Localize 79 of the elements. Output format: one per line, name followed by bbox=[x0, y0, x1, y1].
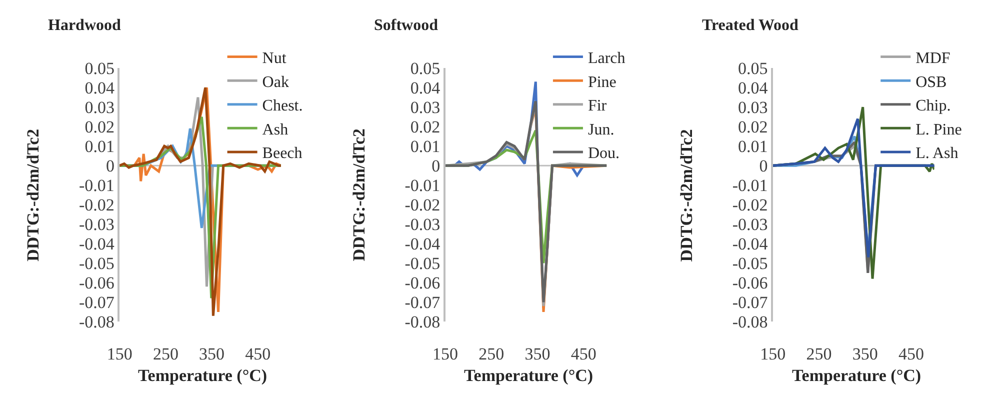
legend-label: Oak bbox=[262, 74, 289, 91]
legend-label: Ash bbox=[262, 121, 288, 138]
y-tick-label: 0.04 bbox=[84, 78, 115, 98]
y-tick-label: -0.01 bbox=[404, 176, 440, 196]
y-tick-label: -0.07 bbox=[79, 293, 115, 312]
y-tick-label: 0.04 bbox=[738, 78, 768, 98]
y-tick-label: -0.02 bbox=[79, 196, 114, 215]
y-tick-label: -0.05 bbox=[404, 254, 440, 274]
legend-label: L. Ash bbox=[916, 145, 958, 162]
x-axis-title: Temperature (°C) bbox=[464, 366, 594, 385]
y-tick-label: -0.07 bbox=[732, 293, 768, 312]
chart-title: Softwood bbox=[374, 17, 438, 34]
legend-label: Chest. bbox=[262, 98, 303, 115]
y-tick-label: -0.04 bbox=[404, 234, 441, 254]
y-tick-label: -0.03 bbox=[404, 215, 440, 234]
legend-label: OSB bbox=[916, 74, 947, 91]
legend-label: MDF bbox=[916, 50, 950, 68]
y-tick-label: -0.06 bbox=[79, 274, 114, 293]
legend-label: Fir bbox=[588, 98, 608, 115]
y-tick-label: 0.02 bbox=[410, 118, 440, 137]
y-tick-label: 0 bbox=[106, 156, 114, 176]
x-axis-title: Temperature (°C) bbox=[792, 366, 922, 385]
y-tick-label: 0.02 bbox=[738, 118, 768, 137]
legend-label: Larch bbox=[588, 50, 626, 68]
y-tick-label: -0.02 bbox=[404, 196, 440, 215]
x-tick-label: 350 bbox=[199, 344, 225, 364]
y-tick-label: 0.01 bbox=[84, 137, 114, 156]
y-tick-label: 0.03 bbox=[410, 98, 440, 118]
y-tick-label: -0.04 bbox=[79, 234, 115, 254]
x-tick-label: 350 bbox=[524, 344, 550, 364]
y-axis-title: DDTG:-d2m/dTc2 bbox=[349, 128, 368, 262]
y-tick-label: 0.01 bbox=[738, 137, 768, 156]
x-axis-title: Temperature (°C) bbox=[138, 366, 268, 385]
legend-label: Beech bbox=[262, 145, 302, 162]
chart-title: Treated Wood bbox=[702, 17, 799, 34]
y-tick-label: 0.04 bbox=[410, 78, 441, 98]
y-tick-label: 0.01 bbox=[410, 137, 440, 156]
x-tick-label: 150 bbox=[106, 344, 132, 364]
x-tick-label: 250 bbox=[152, 344, 178, 364]
y-tick-label: 0.05 bbox=[410, 59, 440, 78]
legend-label: Chip. bbox=[916, 98, 951, 115]
x-tick-label: 150 bbox=[760, 344, 786, 364]
y-tick-label: -0.04 bbox=[732, 234, 768, 254]
y-tick-label: -0.08 bbox=[404, 312, 440, 332]
y-tick-label: 0 bbox=[432, 156, 440, 176]
y-tick-label: -0.01 bbox=[732, 176, 768, 196]
legend-label: Pine bbox=[588, 74, 616, 91]
legend-label: Nut bbox=[262, 50, 287, 68]
line-series bbox=[772, 118, 934, 259]
y-tick-label: -0.06 bbox=[404, 274, 440, 293]
x-tick-label: 450 bbox=[245, 344, 271, 364]
y-axis-title: DDTG:-d2m/dTc2 bbox=[676, 129, 696, 262]
y-tick-label: 0.05 bbox=[84, 59, 114, 78]
x-tick-label: 450 bbox=[570, 344, 596, 364]
y-tick-label: -0.02 bbox=[732, 196, 768, 215]
y-tick-label: -0.01 bbox=[79, 176, 114, 196]
y-axis-title: DDTG:-d2m/dTc2 bbox=[24, 128, 43, 262]
chart-title: Hardwood bbox=[48, 17, 121, 34]
x-tick-label: 250 bbox=[478, 344, 504, 364]
y-tick-label: -0.05 bbox=[79, 254, 114, 274]
x-tick-label: 150 bbox=[432, 344, 458, 364]
y-tick-label: 0.02 bbox=[84, 118, 114, 137]
y-tick-label: 0.03 bbox=[84, 98, 114, 118]
legend-label: L. Pine bbox=[916, 121, 962, 138]
x-tick-label: 250 bbox=[806, 344, 832, 364]
y-tick-label: -0.03 bbox=[79, 215, 114, 234]
y-tick-label: -0.07 bbox=[404, 293, 441, 312]
y-tick-label: 0 bbox=[759, 156, 768, 176]
y-tick-label: 0.03 bbox=[738, 98, 768, 118]
x-tick-label: 450 bbox=[898, 344, 924, 364]
y-tick-label: -0.06 bbox=[732, 274, 768, 293]
y-tick-label: -0.08 bbox=[732, 312, 768, 332]
y-tick-label: -0.05 bbox=[732, 254, 768, 274]
legend-label: Dou. bbox=[588, 145, 620, 162]
y-tick-label: 0.05 bbox=[738, 59, 768, 78]
x-tick-label: 350 bbox=[852, 344, 878, 364]
y-tick-label: -0.08 bbox=[79, 312, 114, 332]
y-tick-label: -0.03 bbox=[732, 215, 768, 234]
legend-label: Jun. bbox=[588, 121, 614, 138]
